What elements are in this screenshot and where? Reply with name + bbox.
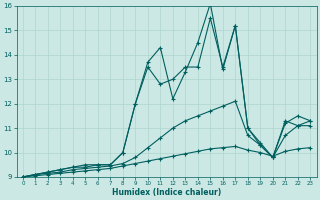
X-axis label: Humidex (Indice chaleur): Humidex (Indice chaleur) [112, 188, 221, 197]
